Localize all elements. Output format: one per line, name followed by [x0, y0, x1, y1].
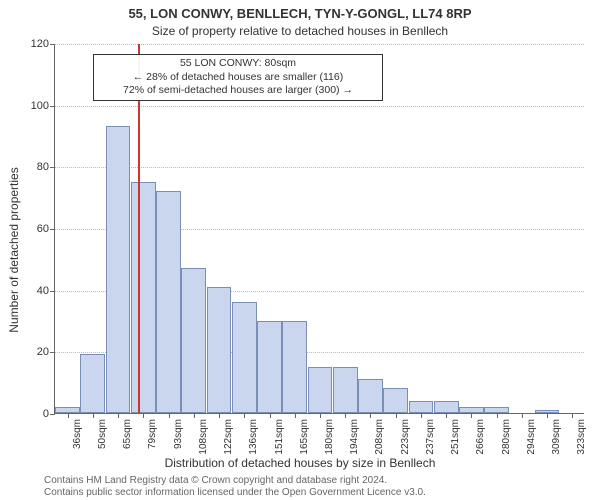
ytick-mark [50, 44, 55, 45]
ytick-label: 60 [37, 223, 49, 235]
ytick-label: 100 [31, 100, 49, 112]
ytick-mark [50, 167, 55, 168]
xtick-mark [396, 413, 397, 418]
bar [257, 321, 282, 414]
xtick-label: 65sqm [122, 419, 133, 449]
xtick-mark [345, 413, 346, 418]
xtick-mark [547, 413, 548, 418]
bar [131, 182, 156, 413]
xtick-mark [270, 413, 271, 418]
chart-subtitle: Size of property relative to detached ho… [0, 24, 600, 38]
xtick-mark [572, 413, 573, 418]
gridline [55, 106, 584, 107]
xtick-label: 294sqm [526, 419, 537, 455]
annotation-line3: 72% of semi-detached houses are larger (… [98, 84, 378, 98]
footnote-copyright: Contains HM Land Registry data © Crown c… [44, 475, 387, 486]
xtick-mark [421, 413, 422, 418]
xtick-label: 165sqm [299, 419, 310, 455]
annotation-box: 55 LON CONWY: 80sqm ← 28% of detached ho… [93, 54, 383, 101]
xtick-label: 79sqm [147, 419, 158, 449]
ytick-label: 80 [37, 161, 49, 173]
xtick-label: 323sqm [576, 419, 587, 455]
xtick-mark [471, 413, 472, 418]
gridline [55, 44, 584, 45]
xtick-mark [522, 413, 523, 418]
xtick-label: 208sqm [374, 419, 385, 455]
annotation-line1: 55 LON CONWY: 80sqm [98, 57, 378, 71]
xtick-label: 180sqm [324, 419, 335, 455]
bar [358, 379, 383, 413]
chart-title-address: 55, LON CONWY, BENLLECH, TYN-Y-GONGL, LL… [0, 6, 600, 21]
xtick-mark [169, 413, 170, 418]
xtick-mark [68, 413, 69, 418]
plot-area: 02040608010012036sqm50sqm65sqm79sqm93sqm… [54, 44, 584, 414]
ytick-label: 120 [31, 38, 49, 50]
annotation-line2: ← 28% of detached houses are smaller (11… [98, 71, 378, 85]
ytick-mark [50, 352, 55, 353]
xtick-mark [244, 413, 245, 418]
xtick-mark [497, 413, 498, 418]
bar [156, 191, 181, 413]
xtick-mark [446, 413, 447, 418]
xtick-label: 50sqm [97, 419, 108, 449]
x-axis-label: Distribution of detached houses by size … [0, 456, 600, 470]
xtick-label: 237sqm [425, 419, 436, 455]
footnote-licence: Contains public sector information licen… [44, 487, 426, 498]
xtick-label: 36sqm [72, 419, 83, 449]
xtick-label: 280sqm [501, 419, 512, 455]
xtick-label: 223sqm [400, 419, 411, 455]
bar [207, 287, 232, 413]
xtick-mark [370, 413, 371, 418]
xtick-label: 266sqm [475, 419, 486, 455]
xtick-mark [93, 413, 94, 418]
bar [106, 126, 131, 413]
xtick-mark [295, 413, 296, 418]
xtick-label: 309sqm [551, 419, 562, 455]
xtick-label: 136sqm [248, 419, 259, 455]
xtick-label: 122sqm [223, 419, 234, 455]
xtick-label: 108sqm [198, 419, 209, 455]
bar [232, 302, 257, 413]
xtick-mark [320, 413, 321, 418]
ytick-label: 20 [37, 346, 49, 358]
ytick-mark [50, 106, 55, 107]
bar [434, 401, 459, 413]
chart-root: 55, LON CONWY, BENLLECH, TYN-Y-GONGL, LL… [0, 0, 600, 500]
bar [383, 388, 408, 413]
xtick-mark [194, 413, 195, 418]
gridline [55, 167, 584, 168]
xtick-mark [143, 413, 144, 418]
xtick-mark [219, 413, 220, 418]
bar [308, 367, 333, 413]
ytick-label: 0 [43, 408, 49, 420]
ytick-mark [50, 291, 55, 292]
y-axis-label: Number of detached properties [7, 167, 21, 332]
bar [181, 268, 206, 413]
ytick-mark [50, 229, 55, 230]
bar [282, 321, 307, 414]
ytick-mark [50, 414, 55, 415]
xtick-label: 93sqm [173, 419, 184, 449]
xtick-label: 251sqm [450, 419, 461, 455]
xtick-label: 151sqm [274, 419, 285, 455]
ytick-label: 40 [37, 285, 49, 297]
xtick-label: 194sqm [349, 419, 360, 455]
bar [333, 367, 358, 413]
bar [80, 354, 105, 413]
xtick-mark [118, 413, 119, 418]
bar [409, 401, 434, 413]
